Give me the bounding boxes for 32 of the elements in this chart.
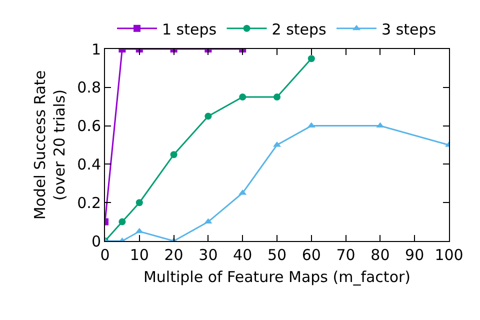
x-tick-label: 50: [267, 246, 287, 264]
point: [376, 122, 384, 128]
y-tick-label: 0.8: [77, 78, 101, 97]
y-axis-title: Model Success Rate (over 20 trials): [30, 70, 68, 220]
x-tick-label: 60: [302, 246, 321, 264]
point: [308, 55, 315, 62]
point: [239, 94, 246, 100]
y-tick-label: 0.4: [77, 155, 101, 174]
y-tick-label: 0.2: [77, 194, 101, 212]
point: [274, 94, 280, 100]
x-tick-label: 80: [370, 246, 390, 264]
point: [204, 112, 212, 120]
x-axis-title: Multiple of Feature Maps (m_factor): [143, 268, 411, 286]
point: [135, 228, 144, 234]
x-tick-label: 30: [198, 246, 218, 264]
point: [118, 218, 126, 226]
x-tick-label: 90: [405, 246, 424, 264]
legend-label: 2 steps: [272, 20, 327, 38]
point: [307, 122, 316, 128]
point: [136, 199, 143, 206]
point: [204, 218, 212, 224]
x-tick-label: 10: [130, 246, 149, 264]
x-tick-label: 20: [164, 246, 184, 264]
y-tick-label: 0: [91, 232, 101, 250]
point: [170, 151, 178, 158]
x-tick-label: 100: [434, 246, 464, 264]
x-tick-label: 40: [233, 246, 252, 264]
y-tick-label: 1: [91, 40, 101, 58]
legend-label: 1 steps: [162, 20, 217, 38]
x-tick-label: 70: [336, 246, 356, 264]
legend-label: 3 steps: [382, 20, 436, 38]
y-tick-label: 0.6: [77, 117, 101, 136]
